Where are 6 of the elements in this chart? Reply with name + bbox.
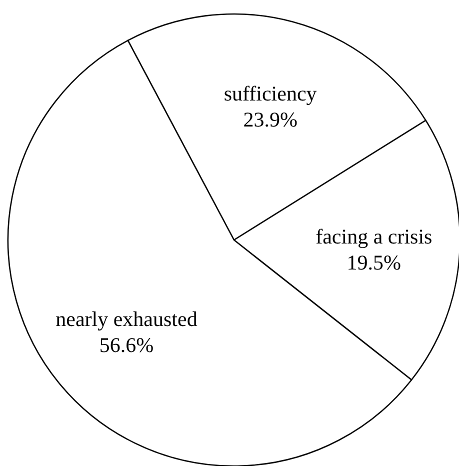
slice-label: sufficiency bbox=[224, 82, 318, 106]
data-label: 19.5% bbox=[346, 250, 402, 275]
data-label: 56.6% bbox=[99, 332, 154, 357]
slice-label: nearly exhausted bbox=[56, 306, 198, 331]
slice-label: facing a crisis bbox=[316, 224, 432, 249]
data-label: 23.9% bbox=[243, 108, 298, 132]
